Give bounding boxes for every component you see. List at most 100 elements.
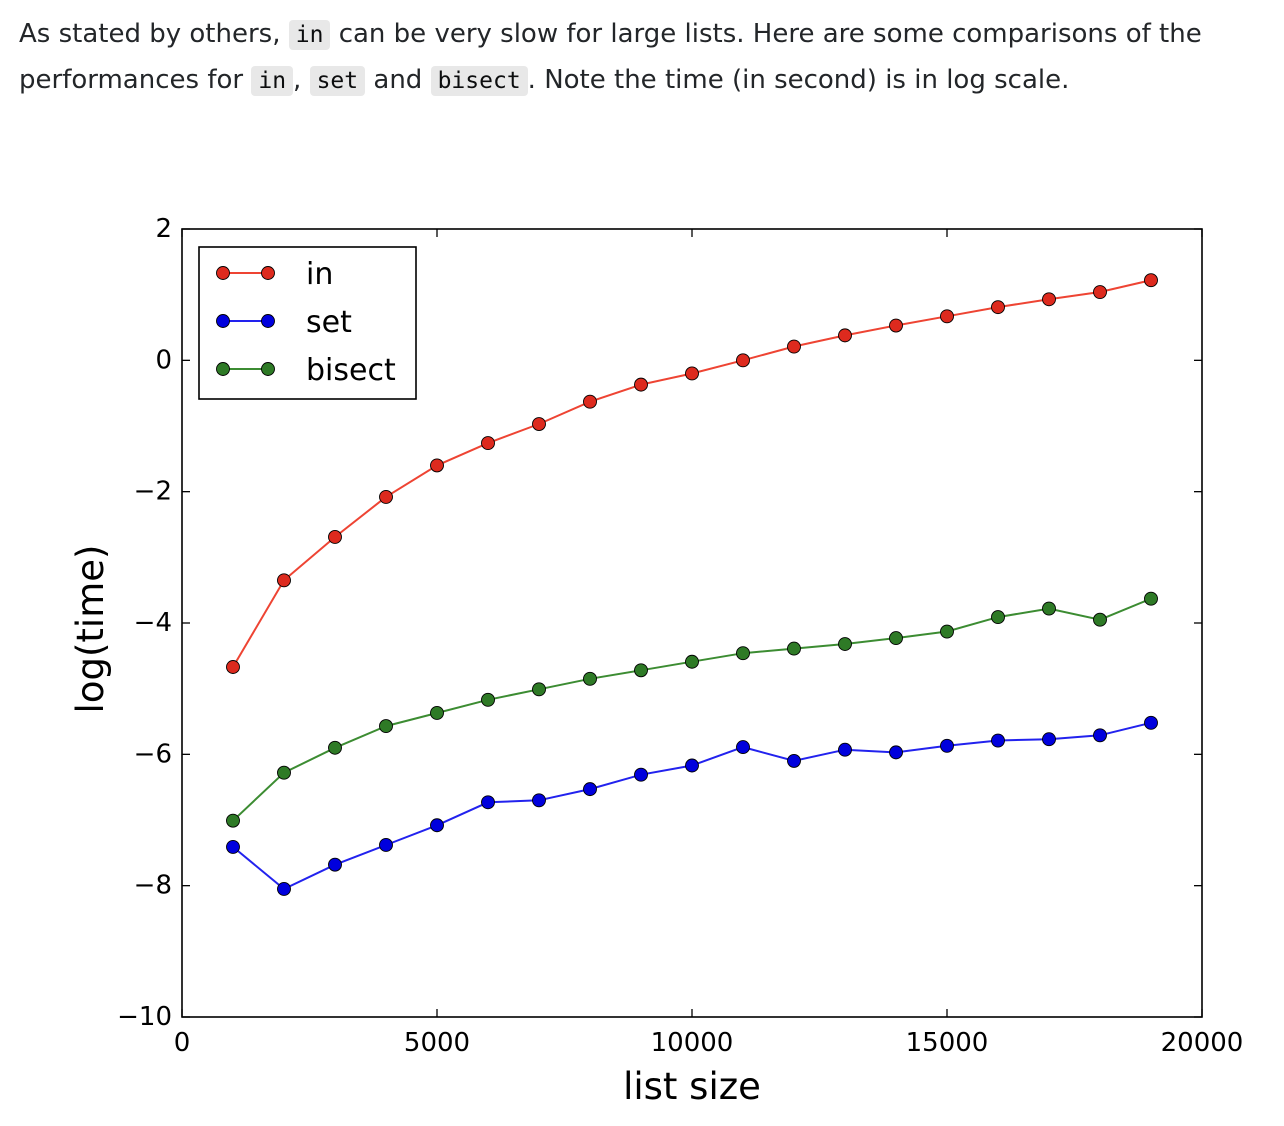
data-point-set [532, 793, 546, 808]
data-point-set [226, 839, 240, 854]
data-point-bisect [1093, 612, 1107, 627]
text-segment: can be very slow for large lists. Here a… [19, 19, 1202, 95]
answer-paragraph: As stated by others, in can be very slow… [19, 12, 1269, 104]
data-point-in [940, 309, 954, 324]
data-point-set [328, 857, 342, 872]
data-point-bisect [685, 654, 699, 669]
plot-frame [181, 228, 1203, 1018]
axis-ticks: 0 5000 10000 15000 20000 −10 −8 −6 −4 −2 0 2 [117, 214, 1243, 1058]
data-point-bisect [481, 692, 495, 707]
data-point-in [583, 394, 597, 409]
data-point-bisect [328, 740, 342, 755]
data-point-in [991, 300, 1005, 315]
data-point-bisect [379, 719, 393, 734]
data-point-bisect [736, 646, 750, 661]
y-tick-label: −4 [134, 608, 172, 638]
data-point-in [532, 417, 546, 431]
legend-label: bisect [306, 353, 396, 388]
data-point-bisect [1042, 601, 1056, 616]
data-point-set [634, 767, 648, 782]
data-point-bisect [430, 706, 444, 720]
data-point-in [481, 436, 495, 451]
legend-marker [216, 266, 230, 280]
data-point-set [481, 795, 495, 810]
data-point-set [889, 745, 903, 760]
data-point-set [430, 818, 444, 833]
data-point-set [379, 838, 393, 852]
data-point-bisect [532, 682, 546, 697]
data-point-bisect [889, 631, 903, 646]
data-point-bisect [226, 813, 240, 828]
data-point-set [583, 782, 597, 797]
legend-marker [216, 314, 230, 328]
data-point-bisect [940, 624, 954, 639]
data-point-bisect [583, 671, 597, 686]
data-point-bisect [838, 637, 852, 651]
data-point-in [736, 353, 750, 368]
text-segment: As stated by others, [19, 19, 289, 49]
legend-marker [261, 266, 275, 280]
data-point-in [889, 318, 903, 333]
data-point-set [1042, 732, 1056, 747]
data-point-in [1144, 273, 1158, 288]
legend-label: in [306, 257, 333, 292]
y-axis-label: log(time) [69, 545, 112, 714]
legend-marker [261, 314, 275, 328]
data-point-in [430, 458, 444, 473]
y-tick-label: 2 [155, 214, 172, 244]
x-tick-label: 0 [174, 1028, 191, 1058]
x-tick-label: 10000 [651, 1028, 734, 1058]
y-tick-label: −8 [134, 871, 172, 901]
y-tick-label: −10 [117, 1002, 172, 1032]
inline-code-bisect: bisect [430, 66, 528, 96]
data-point-set [736, 740, 750, 755]
chart-series [226, 273, 1158, 896]
data-point-set [991, 733, 1005, 748]
data-point-in [226, 660, 240, 674]
data-point-in [787, 339, 801, 354]
legend-entry-in: in [216, 257, 333, 292]
data-point-in [685, 366, 699, 381]
inline-code-in: in [288, 20, 331, 50]
text-segment: . Note the time (in second) is in log sc… [527, 65, 1070, 95]
data-point-in [634, 377, 648, 392]
inline-code-set: set [309, 66, 366, 96]
x-axis-label: list size [623, 1065, 761, 1108]
text-segment: , [293, 65, 310, 95]
legend-entry-bisect: bisect [216, 353, 396, 388]
y-tick-label: −2 [134, 477, 172, 507]
y-tick-label: 0 [155, 345, 172, 375]
data-point-bisect [634, 663, 648, 678]
data-point-set [838, 742, 852, 757]
data-point-set [1093, 728, 1107, 743]
data-point-bisect [991, 610, 1005, 625]
data-point-in [379, 489, 393, 504]
data-point-in [328, 530, 342, 544]
series-in [226, 273, 1158, 674]
data-point-set [685, 758, 699, 773]
x-tick-label: 5000 [404, 1028, 470, 1058]
data-point-in [838, 328, 852, 343]
legend-label: set [306, 305, 352, 340]
legend-entry-set: set [216, 305, 352, 340]
data-point-in [1093, 285, 1107, 299]
chart-legend: in set bisect [198, 246, 417, 400]
series-bisect [226, 591, 1158, 828]
data-point-set [277, 882, 291, 896]
series-set [226, 715, 1158, 896]
y-tick-label: −6 [134, 739, 172, 769]
inline-code-in: in [251, 66, 294, 96]
legend-marker [216, 362, 230, 376]
data-point-in [1042, 292, 1056, 307]
data-point-bisect [1144, 591, 1158, 606]
data-point-set [787, 753, 801, 768]
data-point-bisect [277, 765, 291, 780]
data-point-bisect [787, 641, 801, 656]
legend-marker [261, 362, 275, 376]
data-point-in [277, 573, 291, 588]
x-tick-label: 15000 [906, 1028, 989, 1058]
x-tick-label: 20000 [1161, 1028, 1244, 1058]
data-point-set [940, 738, 954, 753]
data-point-set [1144, 715, 1158, 730]
